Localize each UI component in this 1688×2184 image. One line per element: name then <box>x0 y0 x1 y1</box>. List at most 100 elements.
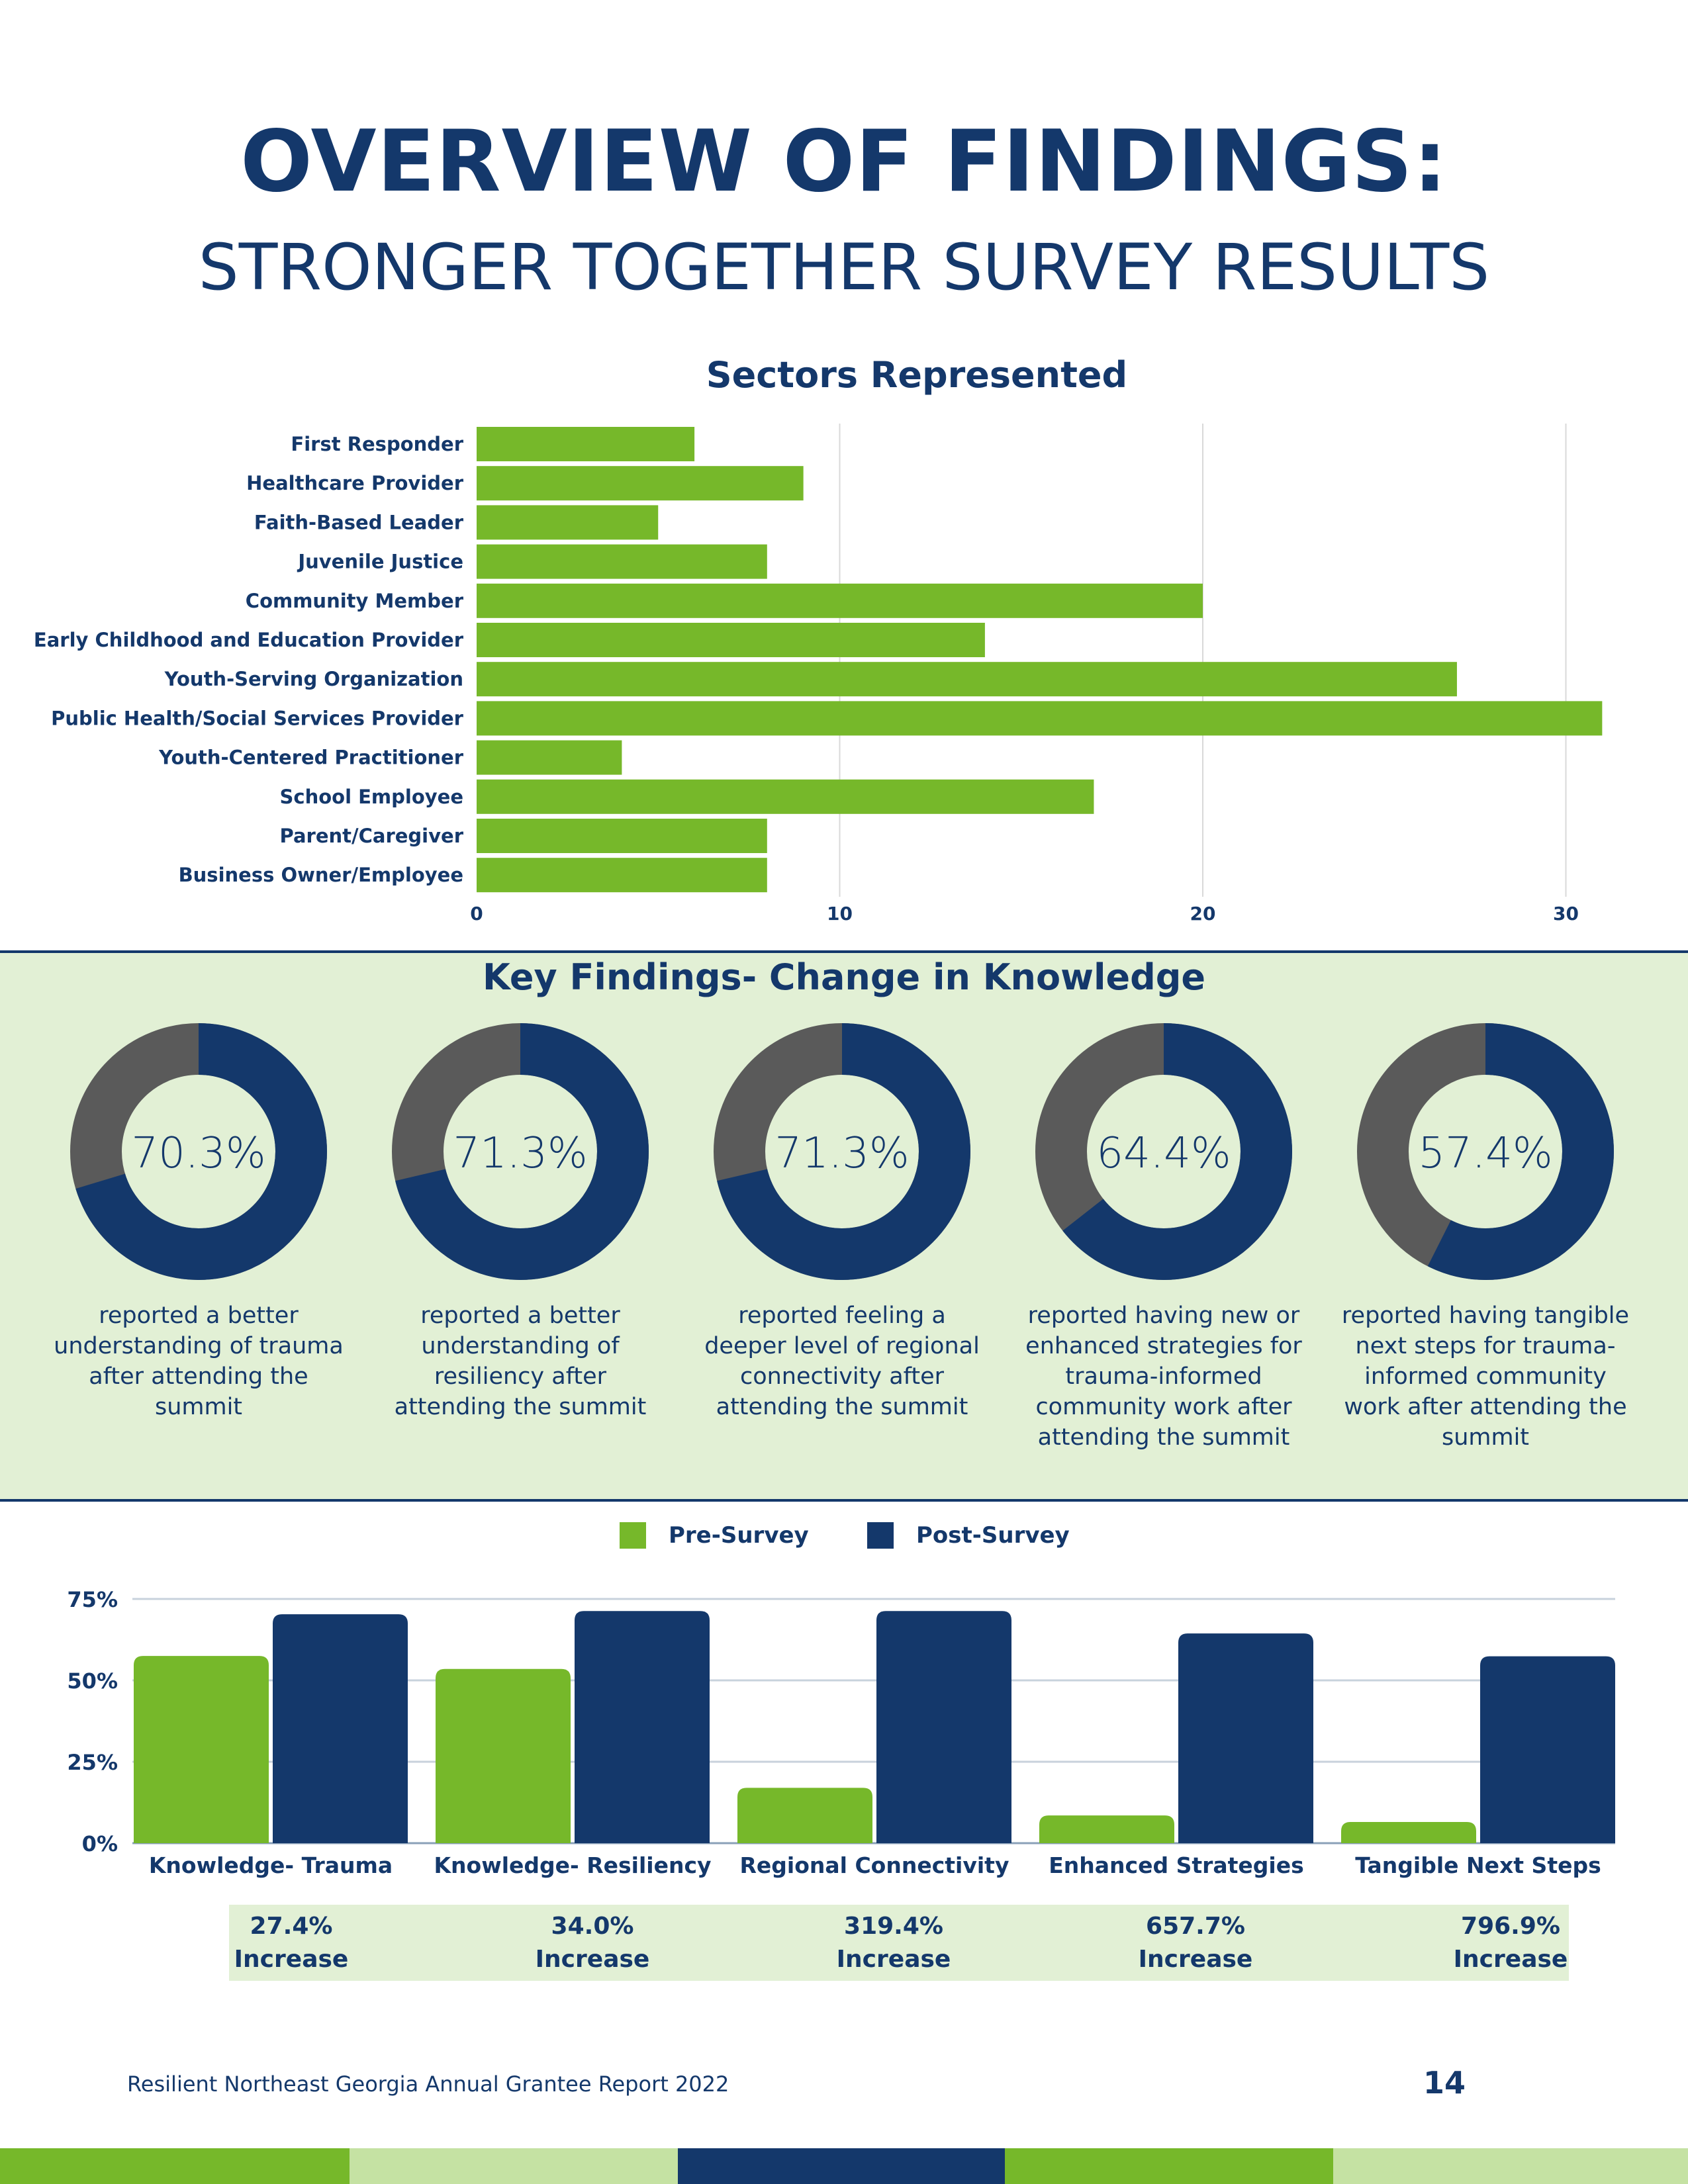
increase-label: Increase <box>234 1946 349 1973</box>
donut-caption: reported having new or enhanced strategi… <box>1025 1302 1302 1451</box>
category-label: Enhanced Strategies <box>1049 1852 1304 1878</box>
y-tick-label: 75% <box>67 1587 118 1612</box>
donut-caption: reported a better understanding of traum… <box>54 1302 344 1420</box>
increase-item: 34.0% Increase <box>506 1910 679 1976</box>
sector-bar <box>477 819 767 853</box>
donut-percent-label: 64.4% <box>1096 1129 1231 1178</box>
sector-label: Business Owner/Employee <box>179 864 463 886</box>
sector-label: Healthcare Provider <box>246 472 464 494</box>
sector-bar <box>477 466 804 501</box>
pre-post-bar-chart: 0% 25% 50% 75% Knowledge- Trauma Knowledge- R… <box>67 1587 1615 1878</box>
increase-item: 27.4% Increase <box>205 1910 377 1976</box>
donut-caption: reported feeling a deeper level of regio… <box>704 1302 980 1420</box>
sector-label: Public Health/Social Services Provider <box>51 707 464 729</box>
increase-label: Increase <box>836 1946 951 1973</box>
key-findings-title: Key Findings- Change in Knowledge <box>482 956 1206 998</box>
sector-bar <box>477 544 767 579</box>
donut-svg: 71.3% <box>392 1023 649 1280</box>
category-label: Tangible Next Steps <box>1355 1852 1601 1878</box>
increase-pct: 27.4% <box>250 1913 333 1940</box>
donut-percent-label: 57.4% <box>1418 1129 1552 1178</box>
donut-svg: 64.4% <box>1035 1023 1292 1280</box>
pre-survey-bar <box>1039 1815 1174 1843</box>
donut-svg: 70.3% <box>70 1023 327 1280</box>
y-tick-label: 0% <box>82 1831 118 1856</box>
x-tick-label: 30 <box>1553 903 1579 925</box>
donut-chart: 64.4% <box>1025 1013 1303 1293</box>
sector-bar <box>477 505 659 540</box>
increase-pct: 319.4% <box>844 1913 943 1940</box>
legend-swatch-post <box>867 1522 894 1549</box>
donut-caption: reported a better understanding of resil… <box>394 1302 647 1420</box>
donut-svg: 57.4% <box>1357 1023 1614 1280</box>
donut-chart: 57.4% <box>1346 1013 1624 1293</box>
sector-label: Juvenile Justice <box>297 551 463 573</box>
footer-stripe <box>1333 2148 1688 2184</box>
pre-survey-bar <box>436 1668 571 1843</box>
donut-caption: reported having tangible next steps for … <box>1341 1302 1630 1451</box>
sectors-bar-chart: 0 10 20 30 First Responder Healthcare Provide… <box>34 424 1603 925</box>
donut-percent-label: 71.3% <box>453 1129 587 1178</box>
post-survey-bar <box>1178 1633 1313 1843</box>
increase-band <box>229 1905 1569 1981</box>
footer-stripe <box>1005 2148 1333 2184</box>
category-label: Knowledge- Trauma <box>149 1852 393 1878</box>
sector-bar <box>477 662 1457 697</box>
category-label: Regional Connectivity <box>740 1852 1009 1878</box>
legend-label-pre: Pre-Survey <box>669 1522 809 1549</box>
sector-bar <box>477 623 985 657</box>
sector-bar <box>477 858 767 893</box>
post-survey-bar <box>575 1611 710 1843</box>
sector-label: Early Childhood and Education Provider <box>34 629 464 651</box>
increase-pct: 657.7% <box>1146 1913 1245 1940</box>
sectors-chart-title: Sectors Represented <box>706 354 1128 396</box>
sector-label: Youth-Centered Practitioner <box>158 747 464 769</box>
sector-bar <box>477 740 622 775</box>
donut-value-arc <box>392 1023 649 1280</box>
donut-chart: 71.3% <box>703 1013 981 1293</box>
donut-percent-label: 70.3% <box>131 1129 265 1178</box>
footer-stripe <box>350 2148 678 2184</box>
donut-chart: 71.3% <box>381 1013 659 1293</box>
footer-stripe <box>0 2148 350 2184</box>
pre-survey-bar <box>737 1788 872 1843</box>
increase-label: Increase <box>1138 1946 1253 1973</box>
increase-pct: 796.9% <box>1461 1913 1560 1940</box>
sector-label: Parent/Caregiver <box>279 825 463 847</box>
sector-bar <box>477 427 695 461</box>
page-title: OVERVIEW OF FINDINGS: <box>240 113 1448 211</box>
legend-label-post: Post-Survey <box>916 1522 1070 1549</box>
footer-report-name: Resilient Northeast Georgia Annual Grant… <box>127 2071 729 2097</box>
donut-value-arc <box>714 1023 970 1280</box>
pre-survey-bar <box>134 1656 269 1843</box>
donut-value-arc <box>1035 1023 1292 1280</box>
footer-stripe <box>678 2148 1005 2184</box>
pre-survey-bar <box>1341 1822 1476 1843</box>
sector-label: First Responder <box>291 433 463 455</box>
legend-pre-survey: Pre-Survey <box>620 1522 809 1549</box>
y-tick-label: 50% <box>67 1668 118 1694</box>
sector-bar <box>477 583 1203 618</box>
category-label: Knowledge- Resiliency <box>434 1852 711 1878</box>
x-tick-label: 20 <box>1190 903 1216 925</box>
page-number: 14 <box>1423 2065 1466 2101</box>
donut-percent-label: 71.3% <box>774 1129 909 1178</box>
increase-item: 796.9% Increase <box>1425 1910 1597 1976</box>
post-survey-bar <box>273 1614 408 1843</box>
page-subtitle: STRONGER TOGETHER SURVEY RESULTS <box>198 230 1490 304</box>
legend-post-survey: Post-Survey <box>867 1522 1070 1549</box>
sector-label: School Employee <box>280 786 464 808</box>
x-tick-label: 10 <box>827 903 853 925</box>
y-tick-label: 25% <box>67 1750 118 1775</box>
increase-pct: 34.0% <box>551 1913 634 1940</box>
donut-value-arc <box>70 1023 327 1280</box>
x-tick-label: 0 <box>470 903 483 925</box>
sector-bar <box>477 779 1094 814</box>
legend-swatch-pre <box>620 1522 646 1549</box>
donut-value-arc <box>1357 1023 1614 1280</box>
post-survey-bar <box>1480 1656 1615 1843</box>
increase-label: Increase <box>535 1946 650 1973</box>
donut-chart: 70.3% <box>60 1013 338 1293</box>
sector-label: Faith-Based Leader <box>254 511 464 533</box>
sector-label: Community Member <box>246 590 464 612</box>
